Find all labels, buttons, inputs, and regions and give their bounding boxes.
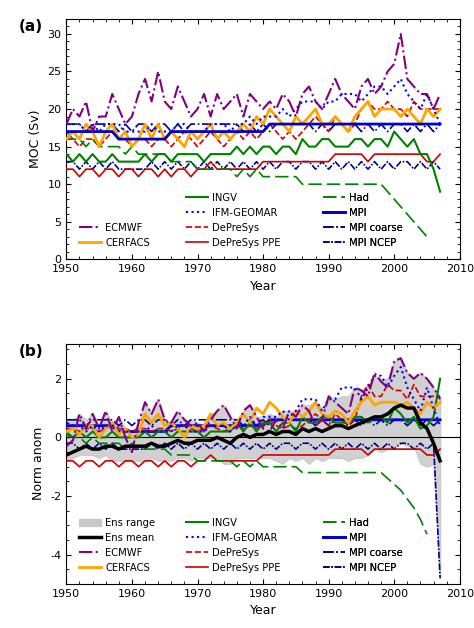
Y-axis label: MOC (Sv): MOC (Sv) — [29, 110, 42, 168]
X-axis label: Year: Year — [250, 605, 276, 617]
Text: (a): (a) — [19, 19, 43, 34]
Legend: Had, MPI, MPI coarse, MPI NCEP: Had, MPI, MPI coarse, MPI NCEP — [319, 189, 407, 252]
Text: (b): (b) — [19, 344, 44, 359]
Y-axis label: Norm anom: Norm anom — [32, 427, 45, 501]
Legend: Had, MPI, MPI coarse, MPI NCEP: Had, MPI, MPI coarse, MPI NCEP — [319, 514, 407, 577]
X-axis label: Year: Year — [250, 279, 276, 293]
